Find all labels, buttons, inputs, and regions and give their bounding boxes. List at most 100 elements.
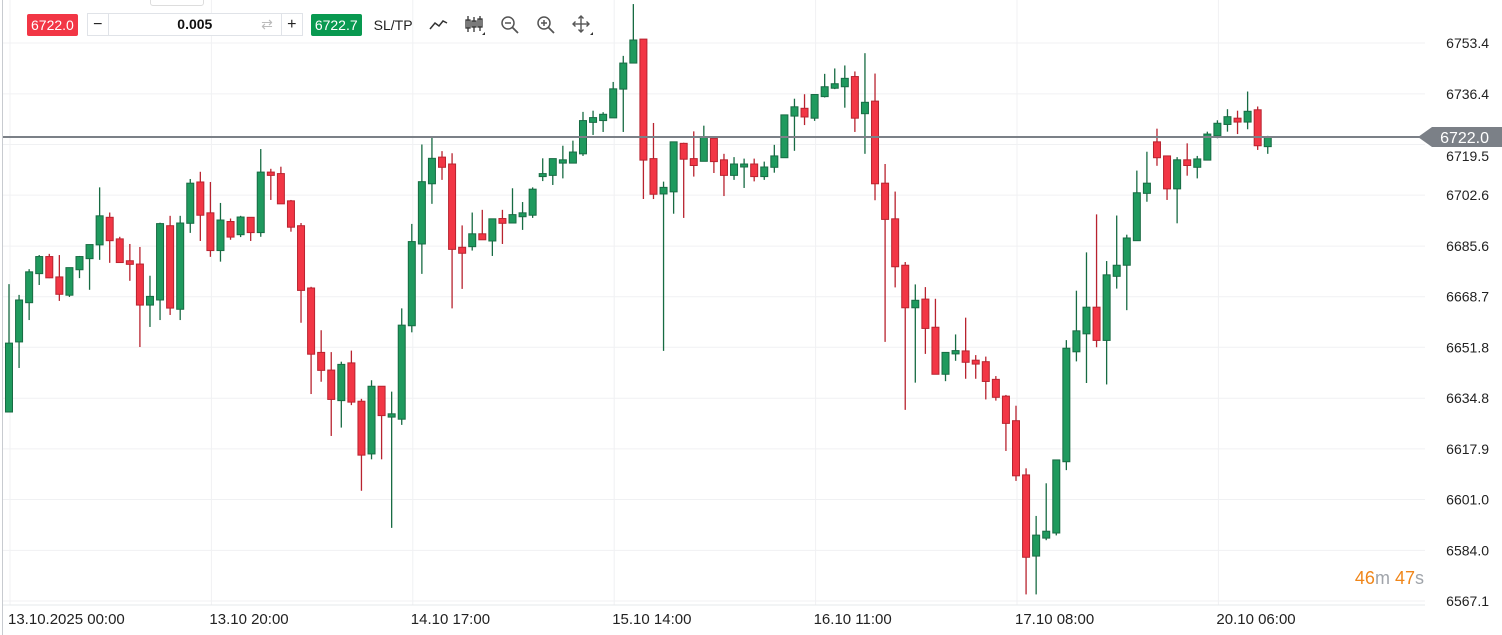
candle xyxy=(327,352,336,436)
candle xyxy=(45,253,54,279)
candle xyxy=(236,215,245,238)
candle xyxy=(830,68,839,90)
candle-body xyxy=(538,173,547,178)
candle xyxy=(548,158,557,185)
candle-body xyxy=(337,363,346,402)
candlestick-icon[interactable] xyxy=(463,14,485,36)
quantity-value: 0.005 xyxy=(177,16,213,32)
candle-body xyxy=(266,171,275,176)
candle-body xyxy=(800,107,809,118)
candle-body xyxy=(1082,306,1091,335)
candle xyxy=(508,188,517,224)
candle xyxy=(951,334,960,361)
candle-body xyxy=(1022,474,1031,558)
candle-body xyxy=(659,186,668,195)
zoom-out-icon[interactable] xyxy=(499,14,521,36)
quantity-input[interactable]: 0.005 ⇄ xyxy=(107,14,282,35)
candle xyxy=(659,181,668,351)
candle-body xyxy=(327,369,336,400)
candle xyxy=(991,376,1000,401)
countdown-seconds-unit: s xyxy=(1415,568,1424,588)
x-tick-label: 17.10 08:00 xyxy=(1015,611,1094,628)
candle xyxy=(75,255,84,279)
candle xyxy=(599,112,608,132)
quantity-stepper[interactable]: − 0.005 ⇄ + xyxy=(86,13,303,36)
decrease-quantity-button[interactable]: − xyxy=(93,15,103,33)
candle xyxy=(256,149,265,237)
candle-body xyxy=(25,271,34,304)
candle xyxy=(1032,515,1041,595)
candle xyxy=(770,144,779,173)
candle xyxy=(176,215,185,321)
candle xyxy=(438,151,447,180)
candle-body xyxy=(850,76,859,119)
y-tick-label: 6651.8 xyxy=(1446,339,1489,355)
swap-icon[interactable]: ⇄ xyxy=(261,16,273,32)
zoom-in-icon[interactable] xyxy=(535,14,557,36)
buy-button[interactable]: 6722.7 xyxy=(310,13,362,36)
candle-body xyxy=(1132,192,1141,242)
y-tick-label: 6634.8 xyxy=(1446,390,1489,406)
candle-body xyxy=(417,181,426,245)
candle-body xyxy=(407,241,416,327)
candle-body xyxy=(1142,182,1151,194)
candle xyxy=(719,153,728,197)
increase-quantity-button[interactable]: + xyxy=(287,15,297,33)
candle-body xyxy=(357,400,366,456)
candle xyxy=(498,209,507,244)
chart-left-border xyxy=(2,0,3,635)
y-tick-label: 6753.4 xyxy=(1446,35,1489,51)
candle xyxy=(1062,340,1071,471)
candle-body xyxy=(679,142,688,160)
candle-body xyxy=(206,212,215,252)
candle xyxy=(649,122,658,200)
candle xyxy=(5,284,13,413)
sltp-button[interactable]: SL/TP xyxy=(373,16,413,33)
candle xyxy=(790,98,799,151)
candle xyxy=(558,145,567,179)
candle xyxy=(25,269,34,321)
candle xyxy=(730,157,739,180)
candle xyxy=(65,267,74,297)
current-price-tag xyxy=(1418,127,1502,148)
candle-body xyxy=(820,86,829,98)
candle xyxy=(1082,252,1091,383)
candle-body xyxy=(1253,109,1262,147)
candle-body xyxy=(1193,158,1202,168)
candle xyxy=(478,209,487,241)
candle-body xyxy=(427,157,436,185)
candle xyxy=(1001,394,1010,451)
top-tab[interactable] xyxy=(150,0,204,6)
candle xyxy=(760,161,769,180)
candle-body xyxy=(1062,347,1071,463)
candle-body xyxy=(125,260,134,265)
candle-body xyxy=(166,225,175,309)
candle xyxy=(468,212,477,251)
candle xyxy=(105,212,114,263)
candle-body xyxy=(719,159,728,176)
candle xyxy=(135,246,144,348)
candle xyxy=(55,255,64,301)
candle xyxy=(1253,106,1262,150)
candle xyxy=(578,111,587,156)
candle xyxy=(629,4,638,64)
candle xyxy=(35,255,44,286)
sell-button[interactable]: 6722.0 xyxy=(27,13,78,36)
candle xyxy=(1243,91,1252,130)
candle-body xyxy=(35,256,44,275)
candle-body xyxy=(498,218,507,224)
candle xyxy=(286,199,295,232)
countdown-minutes-unit: m xyxy=(1374,568,1390,588)
candle-body xyxy=(961,350,970,363)
candle-body xyxy=(115,238,124,264)
candle xyxy=(891,191,900,288)
candle-body xyxy=(649,158,658,195)
candle-body xyxy=(5,342,13,413)
line-chart-icon[interactable] xyxy=(427,14,449,36)
candle-body xyxy=(45,256,54,279)
candle-body xyxy=(1072,330,1081,353)
candle xyxy=(166,215,175,315)
candle xyxy=(125,243,134,281)
move-icon[interactable] xyxy=(571,14,593,36)
